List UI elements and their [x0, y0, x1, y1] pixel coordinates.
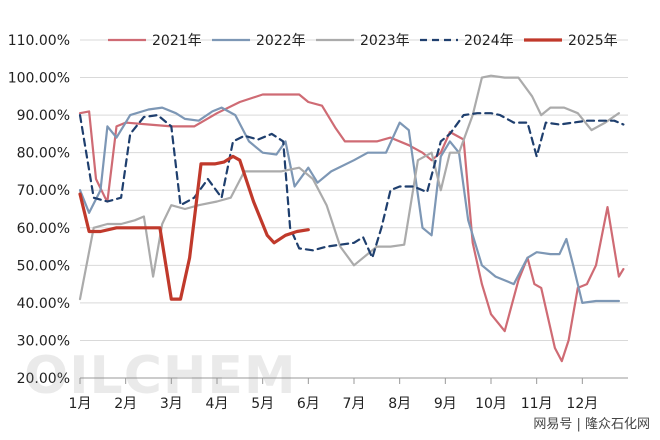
- x-tick-label: 4月: [206, 396, 229, 412]
- series-line-5: [78, 154, 310, 301]
- legend-label: 2021年: [152, 33, 202, 49]
- y-tick-label: 100.00%: [8, 71, 70, 87]
- legend-label: 2022年: [256, 33, 306, 49]
- legend-item: 2024年: [420, 33, 514, 49]
- series-lines: [78, 74, 625, 363]
- legend-label: 2025年: [568, 33, 618, 49]
- x-axis-ticks: 1月 2月 3月 4月 5月 6月 7月 8月 9月 10月 11月 12月: [69, 378, 598, 412]
- x-tick-label: 2月: [114, 396, 137, 412]
- legend-item: 2025年: [524, 33, 618, 49]
- legend-item: 2022年: [212, 33, 306, 49]
- series-line-3: [78, 74, 620, 301]
- x-tick-label: 5月: [251, 396, 274, 412]
- y-tick-label: 90.00%: [17, 108, 70, 124]
- x-tick-label: 3月: [160, 396, 183, 412]
- legend-item: 2023年: [316, 33, 410, 49]
- x-tick-label: 8月: [388, 396, 411, 412]
- y-tick-label: 60.00%: [17, 221, 70, 237]
- y-tick-label: 110.00%: [8, 33, 70, 49]
- x-tick-label: 12月: [566, 396, 598, 412]
- x-tick-label: 1月: [69, 396, 92, 412]
- legend-label: 2023年: [360, 33, 410, 49]
- legend-label: 2024年: [464, 33, 514, 49]
- series-line-2: [78, 106, 620, 304]
- watermark-logo: OILCHEM: [24, 346, 297, 406]
- y-tick-label: 30.00%: [17, 333, 70, 349]
- y-tick-label: 20.00%: [17, 371, 70, 387]
- x-tick-label: 7月: [343, 396, 366, 412]
- y-tick-label: 50.00%: [17, 258, 70, 274]
- source-credit: 网易号 | 隆众石化网: [533, 417, 650, 432]
- y-tick-label: 80.00%: [17, 146, 70, 162]
- gridlines: [80, 39, 628, 379]
- y-tick-label: 40.00%: [17, 296, 70, 312]
- series-line-4: [78, 112, 625, 259]
- y-axis-ticks: 110.00% 100.00% 90.00% 80.00% 70.00% 60.00% 50…: [8, 33, 70, 387]
- x-tick-label: 9月: [434, 396, 457, 412]
- series-line-1: [78, 93, 625, 363]
- legend-item: 2021年: [108, 33, 202, 49]
- x-tick-label: 10月: [475, 396, 507, 412]
- x-tick-label: 11月: [521, 396, 553, 412]
- legend: 2021年 2022年 2023年 2024年 2025年: [108, 33, 618, 49]
- x-tick-label: 6月: [297, 396, 320, 412]
- y-tick-label: 70.00%: [17, 183, 70, 199]
